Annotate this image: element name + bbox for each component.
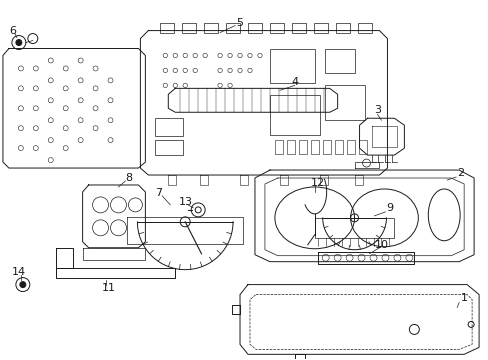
Bar	[286, 140, 294, 154]
Text: 9: 9	[385, 203, 392, 213]
Bar	[313, 23, 327, 32]
Text: 12: 12	[310, 178, 324, 188]
Text: 2: 2	[457, 168, 464, 178]
Bar	[203, 23, 218, 32]
Bar	[269, 23, 283, 32]
Bar	[182, 23, 196, 32]
Text: 8: 8	[124, 173, 132, 183]
Text: 4: 4	[291, 77, 298, 87]
Bar	[160, 23, 174, 32]
Text: 5: 5	[236, 18, 243, 28]
Bar	[357, 23, 371, 32]
Bar	[334, 140, 342, 154]
Bar	[247, 23, 262, 32]
Bar	[322, 140, 330, 154]
Bar	[269, 49, 314, 84]
Text: 3: 3	[373, 105, 380, 115]
Bar	[155, 140, 183, 155]
Circle shape	[20, 282, 26, 288]
Bar	[298, 140, 306, 154]
Text: 1: 1	[460, 293, 467, 302]
Text: 14: 14	[12, 267, 26, 276]
Bar	[346, 140, 354, 154]
Text: 10: 10	[374, 240, 387, 250]
Text: 13: 13	[179, 197, 193, 207]
Bar	[155, 118, 183, 136]
Bar	[324, 85, 364, 120]
Bar	[358, 140, 366, 154]
Bar	[291, 23, 305, 32]
Text: 11: 11	[102, 283, 115, 293]
Text: 6: 6	[9, 26, 17, 36]
Bar	[225, 23, 240, 32]
Bar	[274, 140, 282, 154]
Bar	[324, 49, 354, 73]
Bar	[335, 23, 349, 32]
Text: 7: 7	[155, 188, 162, 198]
Circle shape	[16, 40, 22, 45]
Bar	[310, 140, 318, 154]
Bar	[269, 95, 319, 135]
